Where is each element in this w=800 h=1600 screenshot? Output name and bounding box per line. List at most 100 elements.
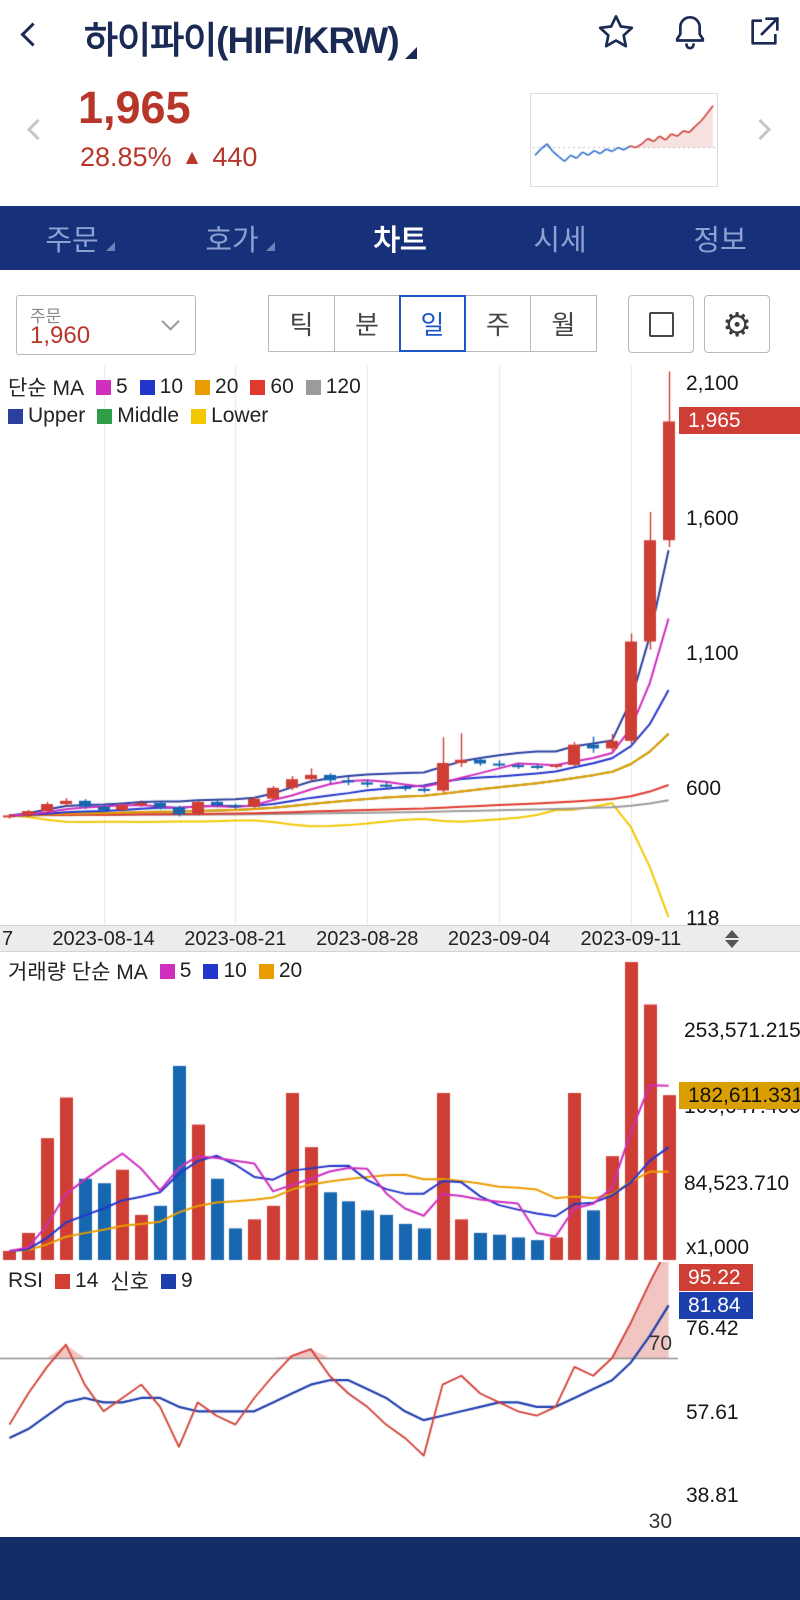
legend-item: Upper xyxy=(8,404,85,428)
tab-chart[interactable]: 차트 xyxy=(320,206,480,270)
volume-axis-tick: 253,571.215 xyxy=(684,1019,800,1043)
legend-label: Upper xyxy=(28,404,86,427)
tab-dropdown-icon xyxy=(105,241,115,251)
legend-title: 거래량 단순 MA xyxy=(8,961,148,984)
top-icon-group xyxy=(594,10,786,54)
legend-swatch xyxy=(203,963,219,979)
tab-label: 차트 xyxy=(373,225,427,257)
legend-item: 10 xyxy=(139,375,183,399)
mini-chart-canvas xyxy=(531,94,717,186)
order-price-value: 1,960 xyxy=(30,322,91,349)
legend-swatch xyxy=(258,963,274,979)
tab-label: 주문 xyxy=(45,225,99,257)
symbol-title-dropdown[interactable]: 하이파이(HIFI/KRW) xyxy=(84,10,417,64)
rsi-legend: RSI 14 신호 9 xyxy=(8,1266,205,1296)
triangle-down-icon xyxy=(725,940,739,948)
date-axis-partial-label: 7 xyxy=(2,928,14,950)
share-button[interactable] xyxy=(742,10,786,54)
price-chart-canvas[interactable] xyxy=(0,365,678,925)
back-chevron-icon xyxy=(19,21,45,47)
tab-label: 정보 xyxy=(693,225,747,257)
current-volume-label: 182,611.331 xyxy=(679,1082,800,1110)
legend-swatch xyxy=(95,379,111,395)
next-symbol-chevron[interactable] xyxy=(749,118,772,141)
legend-label: Lower xyxy=(211,404,269,427)
interval-month[interactable]: 월 xyxy=(530,295,597,352)
bottom-bar xyxy=(0,1537,800,1600)
triangle-up-icon xyxy=(725,930,739,938)
price-summary: 1,965 28.85% ▲ 440 xyxy=(0,66,800,206)
tab-orderbook[interactable]: 호가 xyxy=(160,206,320,270)
share-icon xyxy=(751,16,780,45)
date-axis: 7 2023-08-14 2023-08-21 2023-08-28 2023-09-0… xyxy=(0,925,800,952)
chart-settings-button[interactable]: ⚙ xyxy=(704,295,770,353)
interval-tick[interactable]: 틱 xyxy=(268,295,335,352)
chart-style-button[interactable] xyxy=(628,295,694,353)
pane-resize-handle[interactable] xyxy=(716,927,748,951)
volume-chart-canvas[interactable] xyxy=(0,952,678,1262)
alert-button[interactable] xyxy=(668,10,712,54)
legend-title: 단순 MA xyxy=(8,377,84,400)
rsi-axis-tick: 38.81 xyxy=(686,1484,739,1508)
price-axis-tick: 600 xyxy=(686,777,722,800)
legend-item: 20 xyxy=(258,959,303,983)
legend-label: 120 xyxy=(325,375,361,398)
tab-label: 호가 xyxy=(205,225,259,257)
legend-label: 20 xyxy=(215,375,239,398)
square-icon xyxy=(648,311,674,337)
interval-week[interactable]: 주 xyxy=(464,295,532,352)
legend-title: 신호 xyxy=(110,1271,150,1294)
price-axis-tick: 1,600 xyxy=(686,507,739,530)
chart-toolbar: 주문 1,960 틱 분 일 주 월 ⚙ xyxy=(0,270,800,365)
title-dropdown-icon xyxy=(404,47,417,59)
back-button[interactable] xyxy=(14,16,50,52)
volume-legend: 거래량 단순 MA 5 10 20 xyxy=(8,956,314,986)
current-price-label: 1,965 xyxy=(679,407,800,435)
rsi-current-label: 95.22 xyxy=(679,1264,753,1291)
legend-label: 9 xyxy=(181,1269,193,1292)
favorite-button[interactable] xyxy=(594,10,638,54)
tab-quotes[interactable]: 시세 xyxy=(480,206,640,270)
date-axis-label: 2023-09-04 xyxy=(447,928,551,950)
legend-label: 10 xyxy=(223,959,247,982)
main-nav: 주문 호가 차트 시세 정보 xyxy=(0,206,800,270)
legend-item: 120 xyxy=(305,375,361,399)
tab-info[interactable]: 정보 xyxy=(640,206,800,270)
volume-axis-tick: 169,647.400 xyxy=(684,1094,800,1118)
volume-axis-tick: 84,523.710 xyxy=(684,1171,790,1195)
date-axis-label: 2023-08-21 xyxy=(184,928,287,950)
chevron-down-icon xyxy=(161,312,180,331)
volume-unit-label: x1,000 xyxy=(686,1236,750,1259)
legend-title: RSI xyxy=(8,1269,44,1292)
rsi-axis-tick: 57.61 xyxy=(686,1401,739,1424)
order-price-dropdown[interactable]: 주문 1,960 xyxy=(16,295,196,355)
legend-swatch xyxy=(191,408,207,424)
price-change: 28.85% ▲ 440 xyxy=(80,142,257,173)
legend-swatch xyxy=(250,379,266,395)
gear-icon: ⚙ xyxy=(722,304,752,344)
mini-chart[interactable] xyxy=(530,93,718,187)
current-price: 1,965 xyxy=(78,82,191,133)
rsi-axis-tick: 76.42 xyxy=(686,1317,739,1341)
interval-day[interactable]: 일 xyxy=(399,295,466,352)
tab-label: 시세 xyxy=(533,225,587,257)
prev-symbol-chevron[interactable] xyxy=(26,118,49,141)
legend-swatch xyxy=(161,1273,177,1289)
interval-minute[interactable]: 분 xyxy=(333,295,401,352)
page-title: 하이파이(HIFI/KRW) xyxy=(84,20,400,61)
legend-item: Lower xyxy=(191,404,268,428)
change-percent: 28.85% xyxy=(80,142,172,172)
legend-swatch xyxy=(8,408,23,424)
change-amount: 440 xyxy=(212,142,258,172)
legend-label: 20 xyxy=(278,959,303,982)
bell-icon xyxy=(675,16,705,50)
legend-label: 60 xyxy=(270,375,294,398)
tab-order[interactable]: 주문 xyxy=(0,206,160,270)
rsi-chart-canvas[interactable] xyxy=(0,1262,678,1537)
legend-swatch xyxy=(55,1273,71,1289)
legend-label: 5 xyxy=(115,375,128,398)
legend-item: 5 xyxy=(95,375,128,399)
interval-selector: 틱 분 일 주 월 xyxy=(268,295,597,352)
date-axis-label: 2023-08-28 xyxy=(316,928,419,950)
